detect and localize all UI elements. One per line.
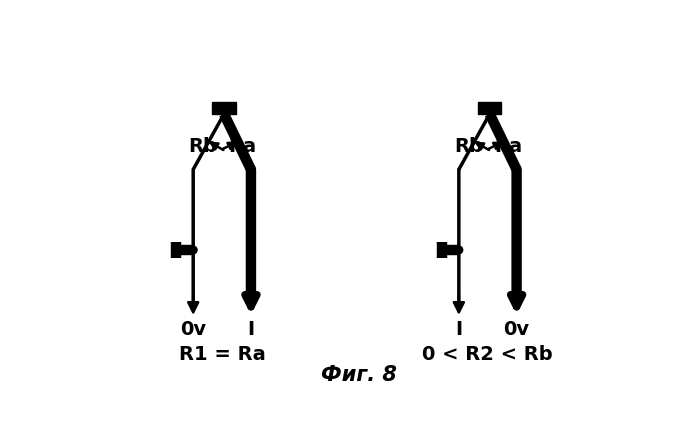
- Text: 0v: 0v: [503, 319, 530, 339]
- Text: R1 = Ra: R1 = Ra: [178, 345, 265, 364]
- Bar: [213, 102, 235, 114]
- Text: Rb: Rb: [188, 137, 217, 156]
- Circle shape: [455, 246, 463, 254]
- Text: Ra: Ra: [228, 137, 256, 156]
- Text: Rb: Rb: [454, 137, 483, 156]
- Circle shape: [189, 246, 197, 254]
- Bar: [478, 102, 501, 114]
- Text: Фиг. 8: Фиг. 8: [321, 365, 397, 385]
- Text: 0 < R2 < Rb: 0 < R2 < Rb: [422, 345, 553, 364]
- Text: I: I: [247, 319, 255, 339]
- Text: Ra: Ra: [494, 137, 522, 156]
- Text: 0v: 0v: [180, 319, 206, 339]
- Text: I: I: [455, 319, 463, 339]
